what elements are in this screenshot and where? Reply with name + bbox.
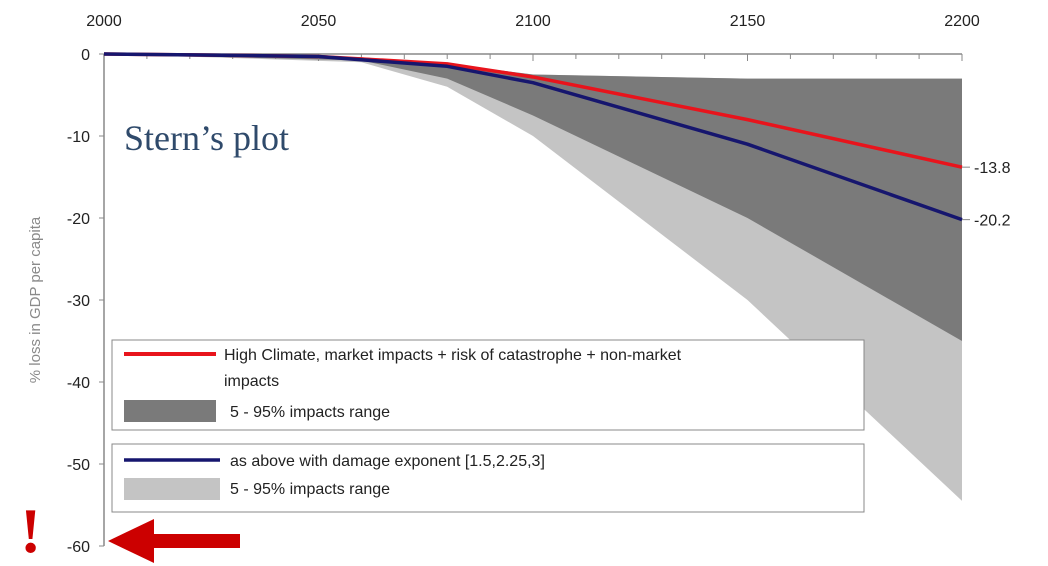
legend-label-high-climate: High Climate, market impacts + risk of c… bbox=[224, 347, 682, 364]
legend-frame bbox=[111, 339, 865, 431]
legend-label-dark-band: 5 - 95% impacts range bbox=[230, 404, 390, 421]
y-tick-label: -10 bbox=[67, 129, 90, 146]
y-tick-label: 0 bbox=[81, 47, 90, 64]
x-tick-label: 2200 bbox=[944, 13, 980, 30]
legend-box-damage-exponent: as above with damage exponent [1.5,2.25,… bbox=[111, 443, 865, 513]
x-tick-label: 2150 bbox=[730, 13, 766, 30]
legend-label-damage-exponent: as above with damage exponent [1.5,2.25,… bbox=[230, 453, 545, 470]
y-tick-label: -60 bbox=[67, 539, 90, 556]
red-arrow-icon bbox=[108, 519, 240, 563]
x-tick-label: 2050 bbox=[301, 13, 337, 30]
series-lines bbox=[103, 52, 963, 222]
exclamation-mark: ! bbox=[20, 495, 41, 566]
y-tick-label: -40 bbox=[67, 375, 90, 392]
y-tick-label: -20 bbox=[67, 211, 90, 228]
legend-swatch-light-band bbox=[124, 478, 220, 500]
series-line-1 bbox=[103, 52, 963, 222]
end-label-0: -13.8 bbox=[974, 160, 1011, 177]
x-tick-label: 2100 bbox=[515, 13, 551, 30]
overlay-title: Stern’s plot bbox=[124, 118, 289, 158]
impact-bands bbox=[104, 54, 962, 501]
y-tick-label: -30 bbox=[67, 293, 90, 310]
x-axis-ticks: 2000 2050 2100 2150 2200 bbox=[86, 13, 980, 61]
y-axis-label: % loss in GDP per capita bbox=[27, 216, 44, 383]
legend-box-high-climate: High Climate, market impacts + risk of c… bbox=[111, 339, 865, 431]
x-tick-label: 2000 bbox=[86, 13, 122, 30]
end-labels: -13.8 -20.2 bbox=[962, 160, 1011, 230]
legend-label-high-climate-cont: impacts bbox=[224, 373, 279, 390]
impact-band-1 bbox=[104, 54, 962, 341]
legend-swatch-dark-band bbox=[124, 400, 216, 422]
legend-label-light-band: 5 - 95% impacts range bbox=[230, 481, 390, 498]
y-axis-ticks: 0 -10 -20 -30 -40 -50 -60 bbox=[67, 47, 104, 556]
end-label-1: -20.2 bbox=[974, 213, 1011, 230]
y-tick-label: -50 bbox=[67, 457, 90, 474]
legend-frame bbox=[111, 443, 865, 513]
